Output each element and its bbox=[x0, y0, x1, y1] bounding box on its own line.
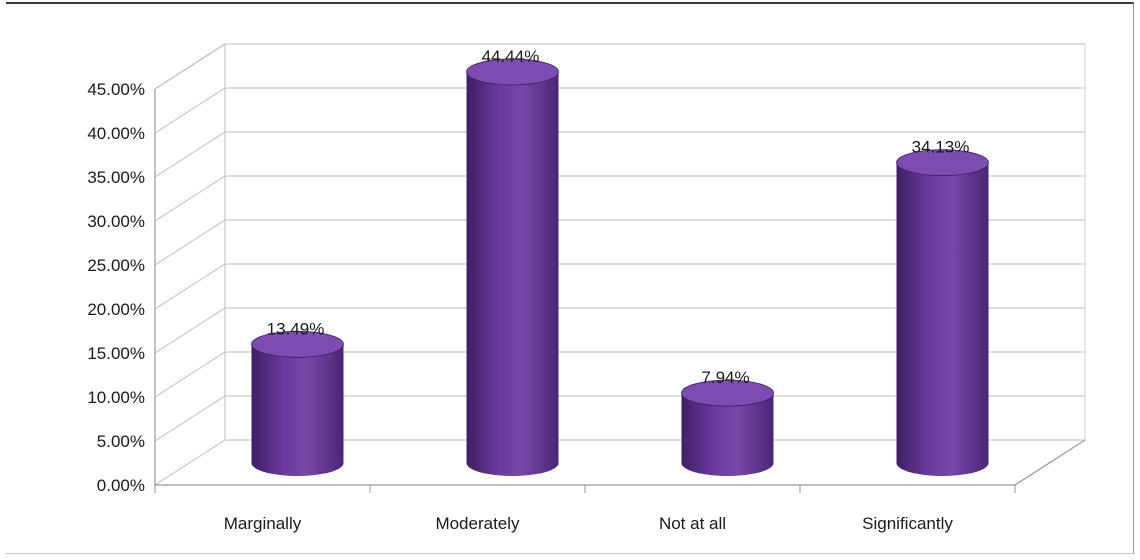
category-label: Not at all bbox=[659, 514, 726, 533]
category-label: Marginally bbox=[224, 514, 302, 533]
side-wall-top-edge bbox=[154, 43, 226, 90]
bars bbox=[251, 58, 989, 477]
y-tick-label: 30.00% bbox=[87, 212, 145, 231]
y-tick-label: 20.00% bbox=[87, 300, 145, 319]
bar bbox=[896, 149, 989, 477]
bar-body bbox=[896, 162, 989, 477]
data-label: 7.94% bbox=[701, 368, 749, 387]
y-tick-label: 25.00% bbox=[87, 256, 145, 275]
data-label: 34.13% bbox=[912, 138, 970, 157]
bar-top bbox=[466, 58, 559, 86]
gridline bbox=[154, 87, 1085, 134]
data-label: 13.49% bbox=[267, 319, 325, 338]
y-tick-label: 5.00% bbox=[97, 432, 145, 451]
gridline bbox=[154, 43, 1085, 90]
y-tick-label: 0.00% bbox=[97, 476, 145, 495]
y-tick-label: 10.00% bbox=[87, 388, 145, 407]
bar bbox=[466, 58, 559, 477]
category-label: Moderately bbox=[435, 514, 520, 533]
bar bbox=[251, 330, 344, 477]
bar-top bbox=[251, 330, 344, 358]
category-labels: Marginally Moderately Not at all Significan… bbox=[224, 514, 954, 533]
y-tick-label: 40.00% bbox=[87, 124, 145, 143]
y-tick-labels: 0.00% 5.00% 10.00% 15.00% 20.00% 25.00% 30.00%… bbox=[87, 80, 145, 495]
category-label: Significantly bbox=[862, 514, 953, 533]
chart-frame bbox=[6, 2, 1134, 554]
y-tick-label: 35.00% bbox=[87, 168, 145, 187]
y-tick-label: 45.00% bbox=[87, 80, 145, 99]
bar-body bbox=[466, 71, 559, 477]
y-tick-label: 15.00% bbox=[87, 344, 145, 363]
bar-top bbox=[681, 379, 774, 407]
data-labels: 13.49% 44.44% 7.94% 34.13% bbox=[267, 47, 970, 387]
bar-body bbox=[251, 344, 344, 477]
axes bbox=[154, 43, 1086, 493]
bar bbox=[681, 379, 774, 477]
data-label: 44.44% bbox=[482, 47, 540, 66]
bar-top bbox=[896, 149, 989, 177]
bar-body bbox=[681, 393, 774, 477]
